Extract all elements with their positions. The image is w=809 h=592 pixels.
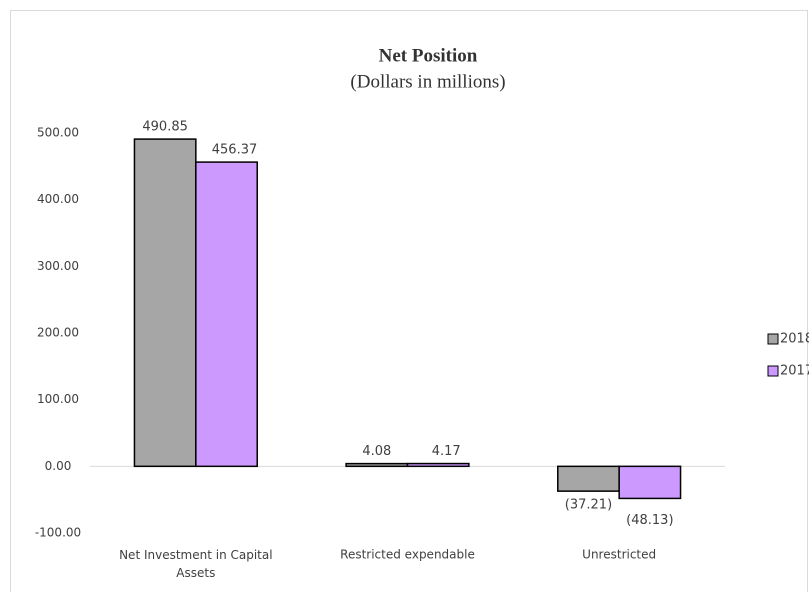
y-tick-label: 500.00 (37, 126, 79, 140)
data-label: (37.21) (565, 498, 612, 513)
chart-subtitle: (Dollars in millions) (350, 71, 505, 92)
legend-label: 2018 (780, 332, 809, 347)
legend-label: 2017 (780, 364, 809, 379)
data-label: 4.08 (362, 444, 391, 459)
data-label: 4.17 (432, 444, 461, 459)
legend-swatch (767, 333, 779, 345)
y-tick-label: 0.00 (45, 459, 72, 473)
y-tick-label: 100.00 (37, 392, 79, 406)
chart-border (10, 10, 808, 592)
x-tick-label: Unrestricted (582, 548, 656, 562)
chart-title: Net Position (379, 45, 478, 66)
y-tick-label: 300.00 (37, 259, 79, 273)
bar (618, 465, 682, 500)
bar (557, 465, 620, 492)
legend-swatch (767, 365, 779, 377)
y-tick-label: -100.00 (35, 526, 81, 540)
bar (195, 161, 258, 468)
x-tick-label: Restricted expendable (340, 548, 475, 562)
y-tick-label: 200.00 (37, 326, 79, 340)
x-tick-label: Net Investment in Capital Assets (119, 548, 273, 580)
data-label: (48.13) (626, 513, 673, 528)
bar (133, 138, 197, 468)
bar (345, 462, 409, 468)
bar (406, 462, 470, 468)
data-label: 490.85 (142, 120, 188, 135)
y-tick-label: 400.00 (37, 192, 79, 206)
data-label: 456.37 (212, 143, 258, 158)
